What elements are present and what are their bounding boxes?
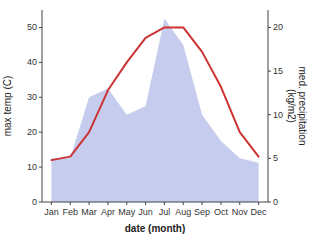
y-tick: [39, 132, 42, 133]
x-tick: [258, 202, 259, 205]
y2-tick: [268, 71, 271, 72]
y2-tick-label: 0: [273, 197, 278, 207]
x-tick: [107, 202, 108, 205]
x-tick-label: Nov: [232, 207, 249, 217]
y2-tick: [268, 114, 271, 115]
chart: 0 10 20 30 40 50 0 5 10 15 20 JanFebMar AprMayJun Jul…: [0, 0, 318, 242]
x-tick-label: Feb: [62, 207, 78, 217]
x-tick: [202, 202, 203, 205]
x-tick-label: Dec: [251, 207, 268, 217]
x-tick-label: Oct: [214, 207, 229, 217]
y-tick-label: 10: [27, 162, 37, 172]
y2-tick: [268, 202, 271, 203]
y-axis-label: max temp (C): [2, 76, 13, 137]
y2-axis-label: med. precipitation(kg/m2): [286, 67, 308, 146]
y-tick-label: 40: [27, 57, 37, 67]
x-tick: [239, 202, 240, 205]
y2-tick: [268, 27, 271, 28]
x-tick: [51, 202, 52, 205]
x-tick-label: Aug: [175, 207, 191, 217]
x-tick: [70, 202, 71, 205]
y2-tick-label: 20: [273, 22, 283, 32]
temperature-line: [51, 27, 258, 160]
x-tick-label: Apr: [101, 207, 115, 217]
x-axis-line: [42, 202, 268, 203]
y-tick: [39, 62, 42, 63]
x-tick: [89, 202, 90, 205]
y-tick-label: 20: [27, 127, 37, 137]
y2-axis-label-line: (kg/m2): [286, 89, 297, 123]
x-tick-label: Mar: [81, 207, 97, 217]
x-tick-label: Jun: [138, 207, 153, 217]
x-tick: [220, 202, 221, 205]
plot-area: [51, 19, 258, 202]
x-tick-label: Sep: [194, 207, 210, 217]
y-tick: [39, 97, 42, 98]
y-axis-line: [42, 10, 43, 202]
y-tick: [39, 27, 42, 28]
x-axis-label: date (month): [125, 223, 186, 234]
y-tick-label: 30: [27, 92, 37, 102]
y2-tick-label: 15: [273, 66, 283, 76]
y-tick-label: 50: [27, 22, 37, 32]
x-tick-label: May: [118, 207, 136, 217]
y2-tick-label: 10: [273, 110, 283, 120]
y2-axis-line: [268, 10, 269, 202]
y-tick-label: 0: [32, 197, 37, 207]
y2-axis-label-line: med. precipitation: [297, 67, 308, 146]
y2-tick: [268, 158, 271, 159]
y-tick: [39, 202, 42, 203]
x-tick: [164, 202, 165, 205]
x-tick-label: Jan: [44, 207, 59, 217]
precipitation-area: [51, 19, 258, 202]
x-tick: [126, 202, 127, 205]
x-tick-label: Jul: [159, 207, 171, 217]
y-tick: [39, 167, 42, 168]
y2-tick-label: 5: [273, 153, 278, 163]
x-tick: [145, 202, 146, 205]
x-tick: [183, 202, 184, 205]
